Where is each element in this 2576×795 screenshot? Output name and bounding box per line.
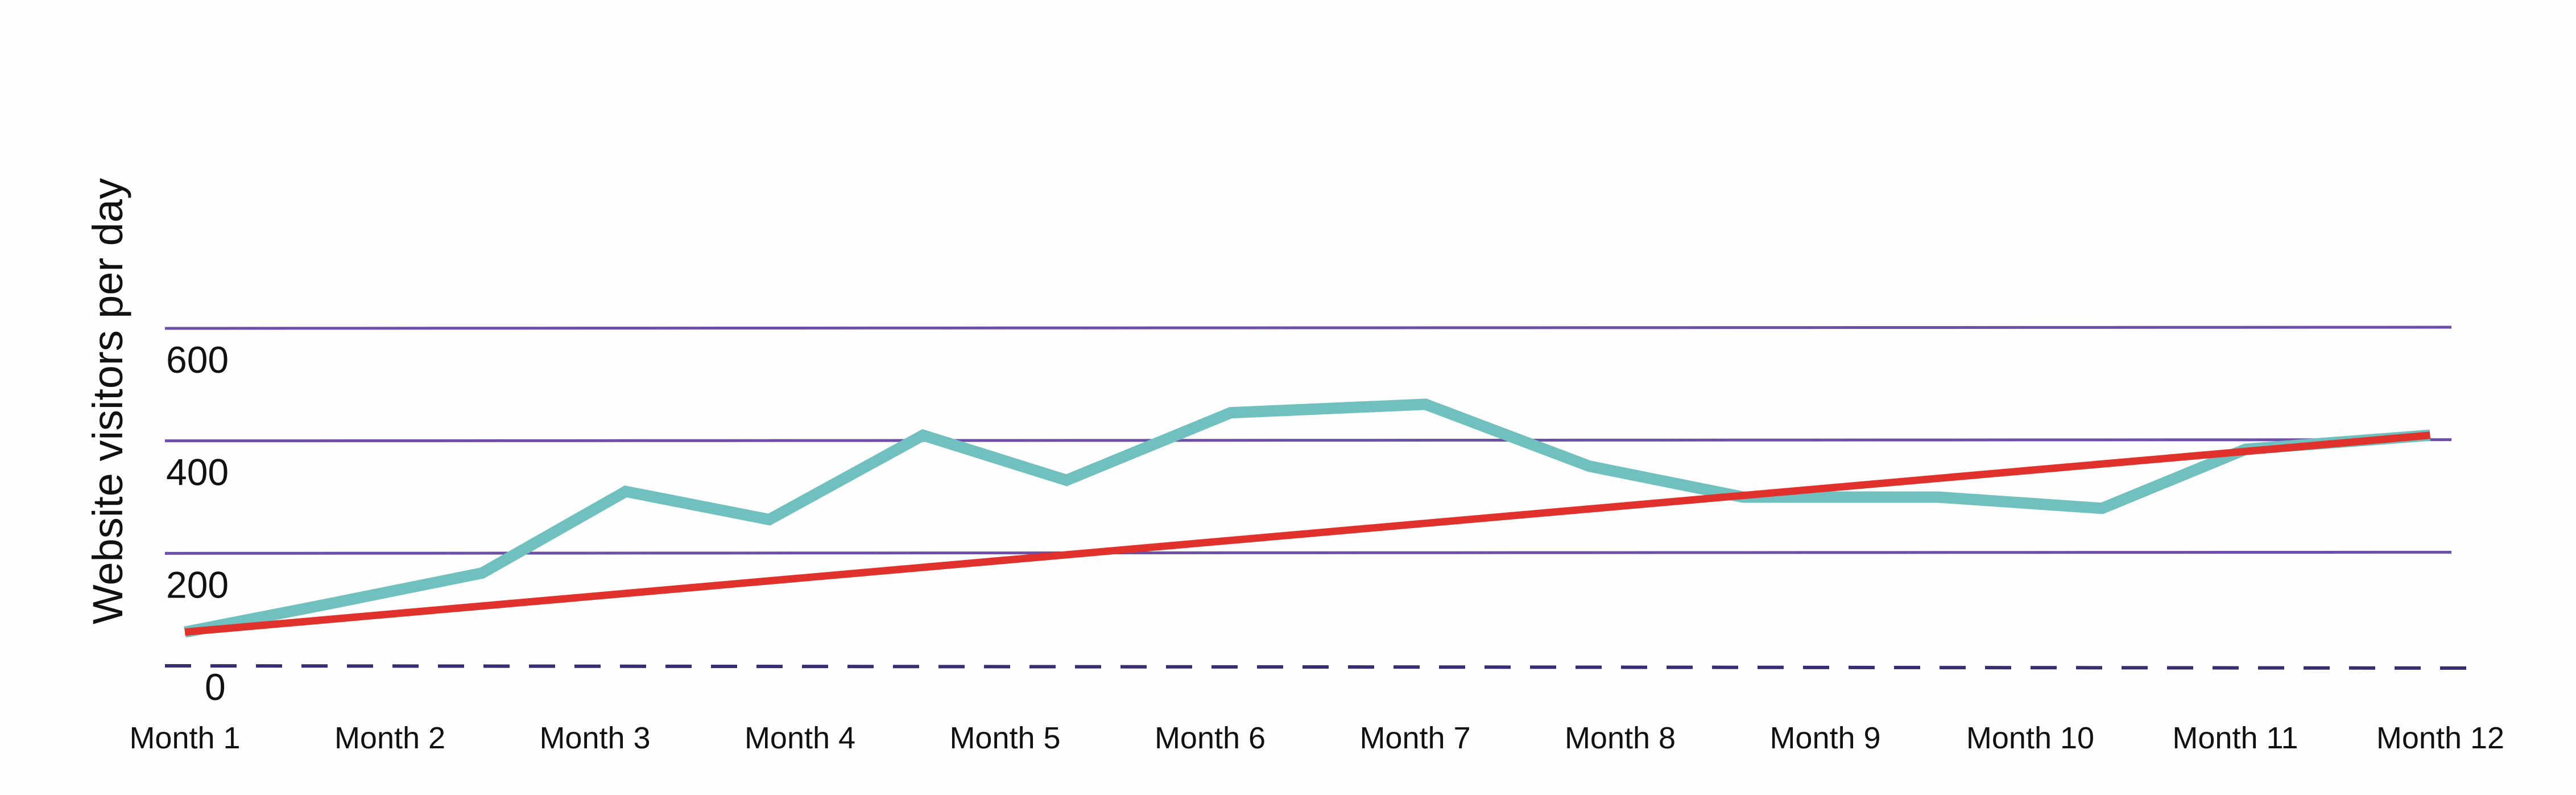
gridline-400 [164, 438, 2452, 443]
x-tick-label: Month 8 [1565, 721, 1676, 755]
y-tick-label: 0 [205, 666, 226, 708]
y-axis-title: Website visitors per day [84, 178, 131, 624]
x-tick-label: Month 3 [539, 721, 650, 755]
trend-series-line [184, 431, 2431, 636]
x-tick-label: Month 12 [2376, 721, 2504, 755]
x-tick-label: Month 11 [2172, 721, 2298, 755]
grid-layer [164, 326, 2475, 670]
x-tick-label: Month 10 [1966, 721, 2094, 755]
y-tick-labels: 0 200 400 600 [166, 339, 229, 708]
zero-baseline [164, 664, 2475, 670]
x-tick-label: Month 4 [745, 721, 855, 755]
series-layer [184, 398, 2431, 638]
gridline-600 [164, 326, 2452, 330]
gridline-200 [164, 550, 2452, 555]
x-tick-label: Month 7 [1359, 721, 1470, 755]
x-tick-label: Month 2 [334, 721, 445, 755]
visitors-series-line [184, 398, 2431, 638]
x-tick-label: Month 5 [949, 721, 1060, 755]
x-tick-label: Month 6 [1155, 721, 1266, 755]
y-tick-label: 600 [166, 339, 229, 381]
y-tick-label: 200 [166, 563, 229, 605]
x-tick-labels: Month 1 Month 2 Month 3 Month 4 Month 5 Month… [129, 721, 2504, 755]
x-tick-label: Month 9 [1769, 721, 1880, 755]
y-tick-label: 400 [166, 451, 229, 493]
x-tick-label: Month 1 [129, 721, 240, 755]
